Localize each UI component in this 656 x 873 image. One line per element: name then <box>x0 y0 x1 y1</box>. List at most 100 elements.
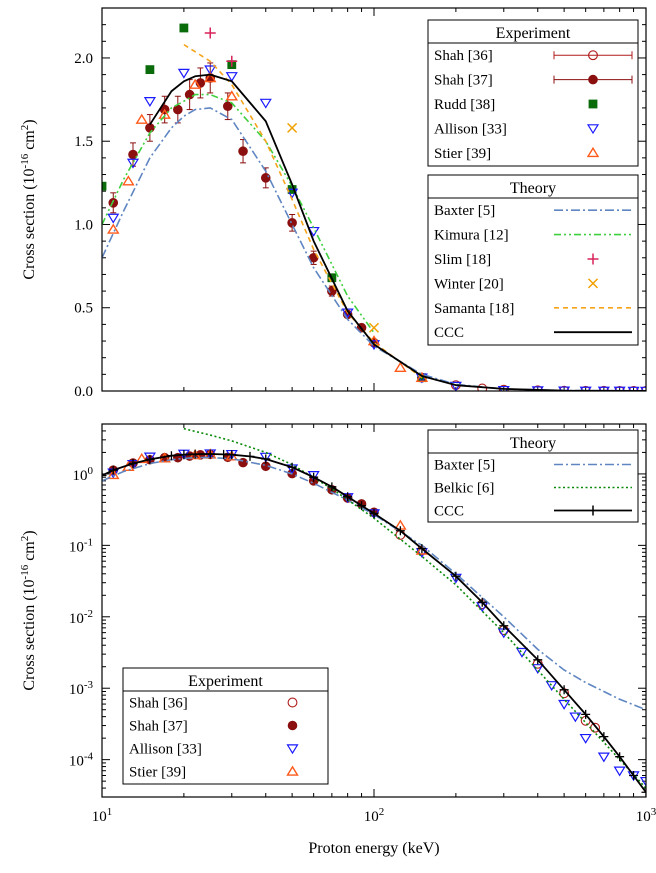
data-point <box>615 752 625 762</box>
data-point <box>226 55 238 67</box>
data-point <box>259 98 272 109</box>
y-axis-title-part: cm <box>21 541 38 565</box>
y-tick-label-part: -2 <box>84 608 93 620</box>
legend-marker <box>287 720 298 731</box>
data-point <box>128 458 138 468</box>
data-point <box>287 218 297 228</box>
data-point <box>569 712 582 723</box>
data-point <box>559 685 569 695</box>
legend-label: Stier [39] <box>129 765 186 781</box>
data-point <box>227 450 237 460</box>
legend-label: Slim [18] <box>434 252 491 268</box>
data-point <box>558 386 571 391</box>
legend-label: Stier [39] <box>434 146 491 162</box>
data-point <box>179 450 189 460</box>
y-tick-label: 10-3 <box>69 679 94 698</box>
data-point <box>579 733 592 744</box>
legend-marker <box>588 99 598 109</box>
y-axis-title-part: ) <box>21 530 38 535</box>
legend-label: CCC <box>434 325 464 341</box>
data-point <box>477 383 488 391</box>
data-point <box>245 451 255 461</box>
legend-label: Shah [37] <box>129 719 188 735</box>
series-line <box>102 456 646 711</box>
series-baxter-5 <box>102 456 646 711</box>
data-point <box>641 787 646 797</box>
data-point <box>225 72 238 83</box>
data-point <box>179 23 189 33</box>
y-tick-label: 0.5 <box>74 301 93 317</box>
series-line <box>149 73 646 391</box>
data-point <box>102 471 107 481</box>
data-point <box>102 181 107 191</box>
y-axis-title-part: 2 <box>19 125 31 131</box>
data-point <box>126 158 140 169</box>
legend-title: Experiment <box>496 25 571 42</box>
legend-label: Belkic [6] <box>434 481 494 497</box>
data-point <box>261 454 271 464</box>
y-tick-label-part: 10 <box>69 611 84 627</box>
x-tick-label-part: 10 <box>636 809 651 825</box>
data-point <box>188 78 202 89</box>
series-belkic-6 <box>183 427 646 789</box>
series-stier-39 <box>107 71 429 382</box>
data-point <box>238 146 248 157</box>
y-axis-title-part: ) <box>21 119 38 124</box>
legend-marker <box>286 765 299 776</box>
y-axis-title-part: -16 <box>19 564 31 579</box>
plot-frame <box>101 7 647 392</box>
x-tick-label-part: 10 <box>364 809 379 825</box>
y-axis-title-part: 2 <box>19 536 31 542</box>
data-point <box>515 647 529 658</box>
legend-label: Samanta [18] <box>434 301 514 317</box>
data-point <box>219 449 229 459</box>
y-tick-label: 0.0 <box>74 384 93 400</box>
series-line <box>183 427 646 789</box>
y-tick-label: 10-2 <box>69 608 93 627</box>
legend-label: Shah [36] <box>129 696 188 712</box>
data-point <box>613 386 626 391</box>
data-point <box>599 732 609 742</box>
data-point <box>287 462 297 472</box>
legend-marker <box>588 50 598 61</box>
data-point <box>531 386 544 391</box>
data-point <box>107 223 120 234</box>
data-point <box>135 452 148 464</box>
data-point <box>343 492 353 502</box>
data-point <box>145 123 155 133</box>
data-point <box>143 97 156 108</box>
y-axis-title: Cross section (10-16 cm2) <box>19 119 38 279</box>
data-point <box>629 770 639 780</box>
data-point <box>204 27 216 39</box>
y-tick-label-part: 0 <box>88 465 94 477</box>
data-point <box>357 501 367 511</box>
legend-marker <box>586 124 600 135</box>
data-point <box>108 465 118 475</box>
data-point <box>395 526 405 536</box>
data-point <box>260 173 271 183</box>
legend-title: Theory <box>510 180 556 197</box>
data-point <box>545 681 558 692</box>
legend-label: Baxter [5] <box>434 203 495 219</box>
data-point <box>394 361 407 372</box>
plot-frame <box>101 423 647 798</box>
x-tick-label: 103 <box>636 806 656 825</box>
data-point <box>107 213 120 224</box>
data-point <box>143 452 156 463</box>
data-point <box>166 451 176 461</box>
data-point <box>579 386 592 391</box>
x-tick-label: 101 <box>92 806 113 825</box>
y-tick-label-part: -1 <box>84 536 93 548</box>
legend-marker <box>588 74 598 85</box>
legend-title: Theory <box>510 435 556 452</box>
series-rudd-38 <box>102 23 427 383</box>
data-point <box>327 482 337 492</box>
y-tick-label-part: 10 <box>69 539 84 555</box>
x-tick-label-part: 10 <box>92 809 107 825</box>
data-point <box>158 108 171 119</box>
y-tick-label-part: 10 <box>73 468 88 484</box>
data-point <box>449 381 462 391</box>
y-axis-title-part: cm <box>21 130 38 154</box>
